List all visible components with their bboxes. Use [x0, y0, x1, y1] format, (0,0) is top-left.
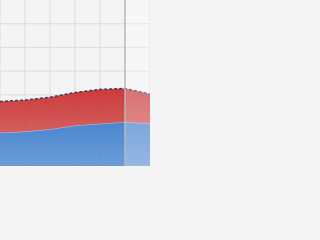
page: (() => { const data = JSON.parse(documen…	[0, 0, 150, 166]
area	[0, 88, 150, 133]
area	[0, 122, 150, 166]
highlight-shade	[125, 0, 150, 166]
chart	[0, 0, 150, 166]
